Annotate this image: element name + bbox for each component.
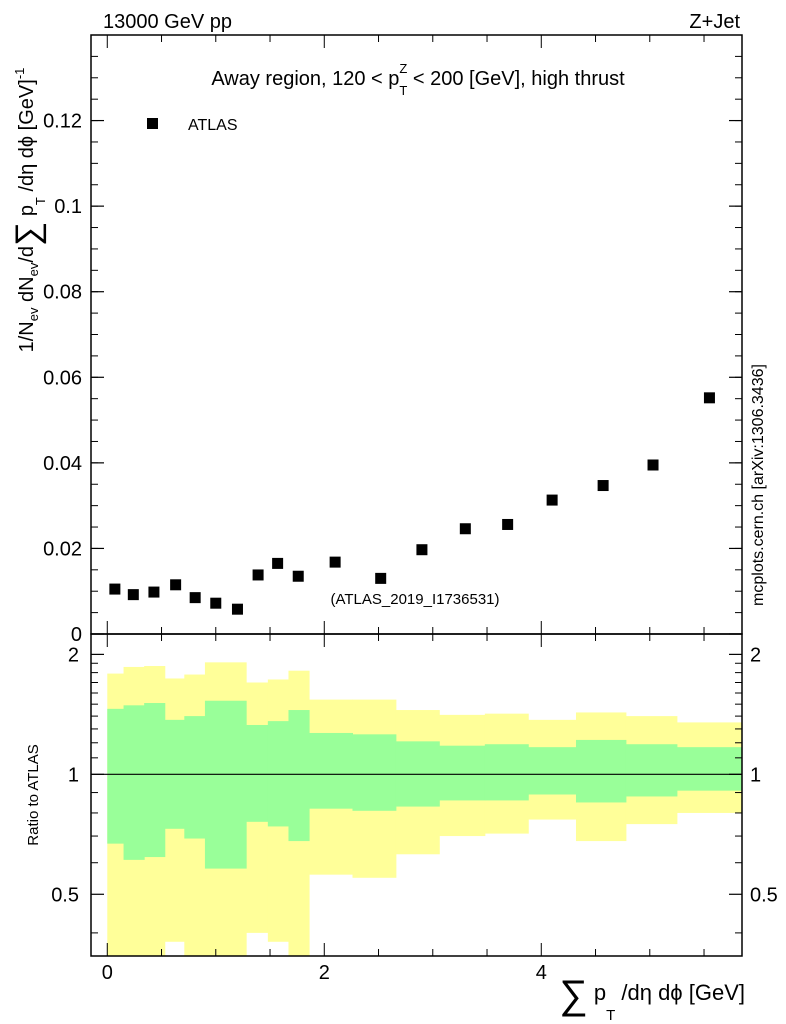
- main-y-tick-label: 0: [71, 624, 82, 646]
- main-y-tick-label: 0.08: [43, 282, 82, 304]
- ratio-inner-band: [528, 747, 577, 795]
- ratio-y-tick-label: 0.5: [51, 884, 79, 906]
- main-y-tick-label: 0.12: [43, 111, 82, 133]
- main-panel: 0 0.02 0.04 0.06 0.08 0.1 0.12 Away region, 12…: [9, 34, 743, 646]
- ratio-frame: [90, 633, 743, 957]
- x-tick-label: 2: [319, 962, 330, 984]
- ratio-inner-band: [439, 745, 486, 801]
- atlas-data-point: [502, 518, 514, 530]
- ratio-inner-band: [107, 708, 125, 844]
- ratio-uncertainty-bands: [107, 662, 743, 956]
- atlas-data-point: [189, 592, 201, 604]
- analysis-watermark: (ATLAS_2019_I1736531): [330, 591, 499, 608]
- ratio-inner-band: [676, 747, 743, 791]
- ratio-inner-band: [123, 705, 145, 860]
- ratio-inner-band: [204, 700, 247, 869]
- legend-marker: [147, 118, 158, 129]
- atlas-data-point: [231, 603, 243, 615]
- atlas-data-point: [597, 480, 609, 492]
- ratio-inner-band: [144, 703, 166, 858]
- ratio-inner-band: [575, 739, 627, 803]
- ratio-y-tick-label-right: 0.5: [750, 884, 778, 906]
- x-tick-label: 0: [102, 962, 113, 984]
- atlas-data-point: [329, 556, 341, 568]
- main-y-axis-label: 1/Nev dNev/d∑ pT /dη dϕ [GeV]-1: [9, 68, 48, 353]
- atlas-data-point: [416, 544, 428, 556]
- x-axis-label: ∑ pT /dη dϕ [GeV]: [559, 973, 745, 1024]
- main-frame: [90, 34, 743, 635]
- atlas-data-point: [546, 494, 558, 506]
- atlas-data-point: [127, 589, 139, 601]
- ratio-inner-band: [288, 710, 310, 842]
- atlas-data-point: [272, 557, 284, 569]
- process-label: Z+Jet: [689, 11, 740, 33]
- ratio-y-tick-label: 1: [68, 764, 79, 786]
- ratio-panel: 0.5 0.5 1 1 2 2 0 2 4 Ratio to ATLAS ∑ pT /dη dϕ…: [25, 633, 778, 1024]
- plot-title: Away region, 120 < pZ T < 200 [GeV], high…: [211, 61, 625, 98]
- ratio-inner-band: [484, 744, 529, 801]
- legend-label: ATLAS: [188, 117, 238, 134]
- atlas-data-point: [210, 597, 222, 609]
- main-axis-ticks: 0 0.02 0.04 0.06 0.08 0.1 0.12: [43, 34, 742, 646]
- main-y-tick-label: 0.1: [54, 196, 82, 218]
- x-tick-label: 4: [536, 962, 547, 984]
- atlas-data-point: [703, 392, 715, 404]
- main-y-tick-label: 0.04: [43, 453, 82, 475]
- atlas-data-point: [459, 523, 471, 535]
- ratio-y-tick-label-right: 2: [750, 644, 761, 666]
- atlas-data-point: [109, 583, 121, 595]
- atlas-data-point: [170, 579, 182, 591]
- ratio-y-tick-label: 2: [68, 644, 79, 666]
- ratio-y-tick-label-right: 1: [750, 764, 761, 786]
- ratio-inner-band: [309, 732, 353, 809]
- atlas-data-point: [292, 570, 304, 582]
- ratio-inner-band: [246, 724, 269, 822]
- main-y-tick-label: 0.06: [43, 367, 82, 389]
- ratio-axis-ticks: 0.5 0.5 1 1 2 2 0 2 4: [51, 634, 778, 984]
- main-y-tick-label: 0.02: [43, 538, 82, 560]
- ratio-inner-band: [625, 744, 678, 797]
- atlas-data-point: [252, 569, 264, 581]
- atlas-data-points: [109, 392, 715, 615]
- ratio-y-axis-label: Ratio to ATLAS: [25, 744, 42, 845]
- atlas-data-point: [148, 586, 160, 598]
- mcplots-reference: mcplots.cern.ch [arXiv:1306.3436]: [750, 364, 767, 606]
- collision-energy-label: 13000 GeV pp: [103, 11, 232, 33]
- ratio-inner-band: [184, 716, 206, 839]
- atlas-data-point: [375, 572, 387, 584]
- atlas-data-point: [647, 459, 659, 471]
- ratio-inner-band: [352, 734, 397, 811]
